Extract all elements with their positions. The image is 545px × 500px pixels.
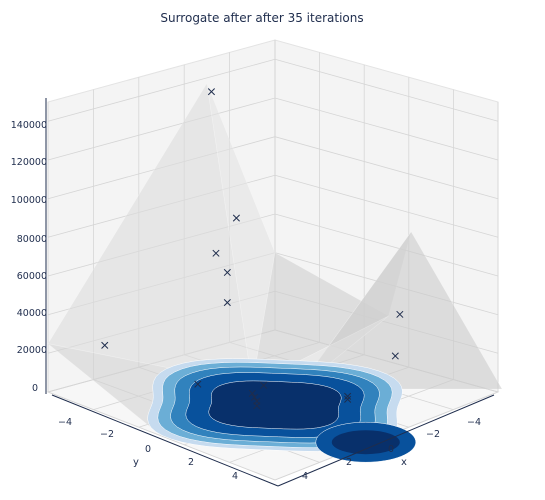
marker-stroke bbox=[396, 310, 404, 318]
marker-stroke bbox=[344, 395, 352, 403]
observation-marker bbox=[223, 298, 231, 307]
observation-marker bbox=[396, 310, 404, 318]
z-tick-label: 120000 bbox=[11, 157, 47, 168]
z-tick-label: 0 bbox=[32, 383, 38, 394]
y-tick-label: 0 bbox=[145, 444, 151, 455]
observation-markers bbox=[101, 88, 404, 410]
y-tick-label: 2 bbox=[188, 457, 194, 468]
y-tick-label: 4 bbox=[232, 471, 238, 482]
contour-band bbox=[331, 430, 400, 455]
marker-stroke bbox=[248, 389, 256, 397]
marker-stroke bbox=[194, 380, 202, 388]
marker-stroke bbox=[253, 402, 261, 410]
observation-marker bbox=[251, 393, 259, 401]
z-tick-label: 100000 bbox=[11, 195, 47, 206]
observation-marker bbox=[212, 249, 220, 257]
marker-stroke bbox=[212, 249, 220, 257]
observation-marker bbox=[101, 341, 109, 349]
marker-stroke bbox=[223, 298, 231, 307]
surface-facet bbox=[206, 83, 276, 385]
axes-lines bbox=[45, 98, 495, 487]
z-tick-label: 80000 bbox=[17, 234, 47, 245]
z-tick-label: 40000 bbox=[17, 308, 47, 319]
observation-marker bbox=[260, 381, 268, 389]
marker-stroke bbox=[207, 88, 215, 96]
y-tick-label: −4 bbox=[58, 417, 72, 428]
x-axis-label: x bbox=[401, 457, 407, 468]
x-tick-label: −4 bbox=[467, 417, 481, 428]
observation-marker bbox=[344, 395, 352, 403]
x-tick-label: −2 bbox=[426, 429, 440, 440]
y-axis-line bbox=[51, 394, 279, 487]
z-tick-label: 60000 bbox=[17, 271, 47, 282]
observation-marker bbox=[232, 214, 240, 222]
marker-stroke bbox=[391, 352, 399, 360]
marker-stroke bbox=[251, 393, 259, 401]
contour-projection bbox=[147, 358, 417, 463]
observation-marker bbox=[223, 268, 231, 277]
y-tick-label: −2 bbox=[100, 429, 114, 440]
grid-line bbox=[47, 97, 499, 161]
x-axis-ticks: 4 2 0 −2 −4 bbox=[302, 417, 481, 482]
observation-marker bbox=[207, 88, 215, 96]
marker-stroke bbox=[223, 268, 231, 277]
z-tick-label: 140000 bbox=[11, 120, 47, 131]
surrogate-surface bbox=[47, 82, 503, 437]
grid-line bbox=[47, 58, 499, 122]
marker-stroke bbox=[232, 214, 240, 222]
x-tick-label: 2 bbox=[346, 457, 352, 468]
x-tick-label: 0 bbox=[388, 444, 394, 455]
observation-marker bbox=[194, 380, 202, 388]
marker-stroke bbox=[101, 341, 109, 349]
x-tick-label: 4 bbox=[302, 471, 308, 482]
marker-stroke bbox=[344, 392, 352, 400]
z-tick-label: 20000 bbox=[17, 345, 47, 356]
z-axis-ticks: 0 20000 40000 60000 80000 100000 120000 … bbox=[11, 120, 47, 394]
contour-band bbox=[208, 380, 342, 430]
observation-marker bbox=[344, 392, 352, 400]
observation-marker bbox=[248, 389, 256, 397]
y-axis-ticks: −4 −2 0 2 4 bbox=[58, 417, 238, 482]
grid-line bbox=[47, 136, 499, 200]
surface-facet bbox=[251, 252, 390, 386]
marker-stroke bbox=[260, 381, 268, 389]
observation-marker bbox=[391, 352, 399, 360]
chart-title: Surrogate after after 35 iterations bbox=[160, 11, 363, 25]
x-axis-line bbox=[277, 394, 495, 487]
grid-line bbox=[47, 174, 499, 238]
y-axis-label: y bbox=[133, 457, 139, 468]
observation-marker bbox=[253, 402, 261, 410]
